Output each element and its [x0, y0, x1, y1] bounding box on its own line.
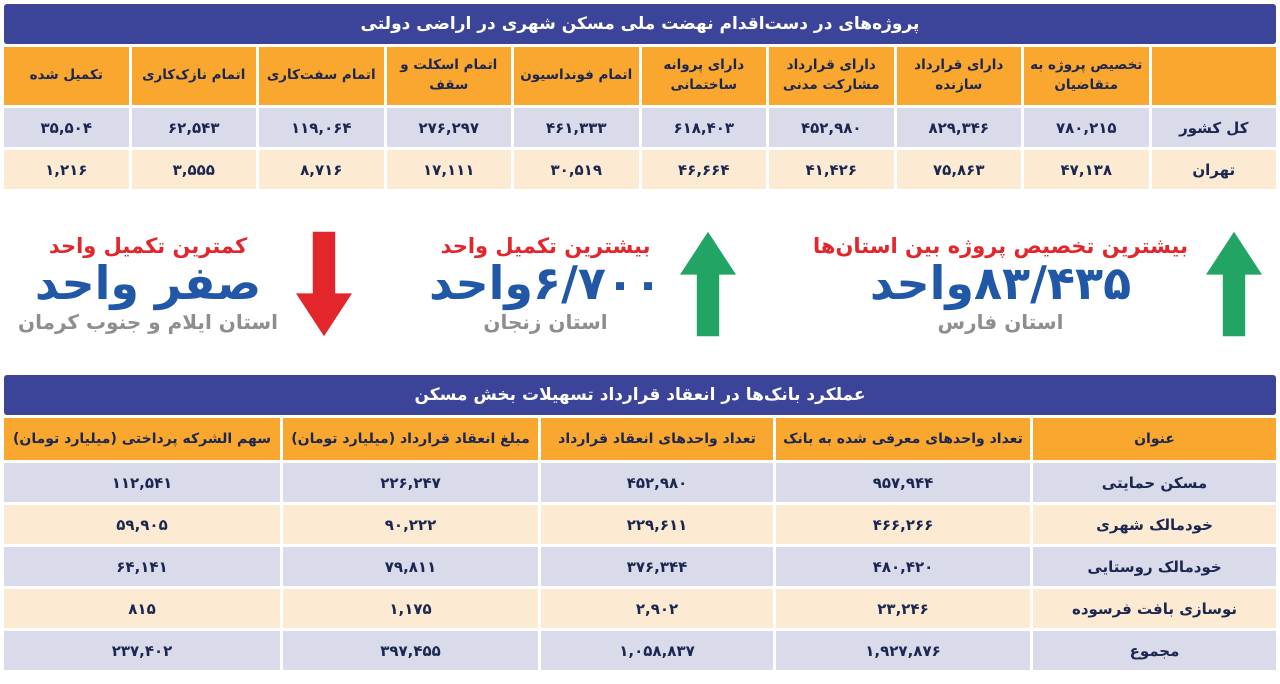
callout-value: ۸۳/۴۳۵واحد — [869, 256, 1132, 311]
t1-col-builder-contract: دارای قرارداد سازنده — [896, 47, 1021, 105]
callout-most-allocation: بیشترین تخصیص پروژه بین استان‌ها ۸۳/۴۳۵و… — [813, 229, 1262, 339]
t2-cell: ۹۰,۲۲۲ — [283, 505, 538, 544]
t1-col-allocated: تخصیص پروژه به متقاضیان — [1024, 47, 1149, 105]
callout-subtitle: استان فارس — [937, 309, 1064, 334]
t1-col-building-permit: دارای پروانه ساختمانی — [641, 47, 766, 105]
t1-cell: ۶۲,۵۴۳ — [131, 108, 256, 147]
banks-table-title: عملکرد بانک‌ها در انعقاد قرارداد تسهیلات… — [4, 375, 1276, 415]
row-label: خودمالک روستایی — [1033, 547, 1276, 586]
t2-cell: ۱,۱۷۵ — [283, 589, 538, 628]
t2-col-paid-share: سهم الشرکه پرداختی (میلیارد تومان) — [4, 418, 280, 460]
callout-subtitle: استان زنجان — [483, 309, 608, 334]
t2-row-worn-texture-renovation: نوسازی بافت فرسوده ۲۳,۲۴۶ ۲,۹۰۲ ۱,۱۷۵ ۸۱… — [4, 589, 1276, 628]
t1-cell: ۴۶,۶۶۴ — [641, 150, 766, 189]
t1-row-country: کل کشور ۷۸۰,۲۱۵ ۸۲۹,۳۴۶ ۴۵۲,۹۸۰ ۶۱۸,۴۰۳ … — [4, 108, 1276, 147]
callout-value: صفر واحد — [34, 256, 262, 311]
callout-least-completed: کمترین تکمیل واحد صفر واحد استان ایلام و… — [18, 229, 353, 339]
t2-cell: ۵۹,۹۰۵ — [4, 505, 280, 544]
t1-cell: ۱۱۹,۰۶۴ — [259, 108, 384, 147]
t2-row-urban-self-owner: خودمالک شهری ۴۶۶,۲۶۶ ۲۲۹,۶۱۱ ۹۰,۲۲۲ ۵۹,۹… — [4, 505, 1276, 544]
t2-cell: ۳۷۶,۳۴۴ — [541, 547, 773, 586]
t1-cell: ۴۷,۱۳۸ — [1024, 150, 1149, 189]
t1-cell: ۴۶۱,۳۳۳ — [514, 108, 639, 147]
row-label: مسکن حمایتی — [1033, 463, 1276, 502]
t2-cell: ۸۱۵ — [4, 589, 280, 628]
t2-cell: ۷۹,۸۱۱ — [283, 547, 538, 586]
t2-row-total: مجموع ۱,۹۲۷,۸۷۶ ۱,۰۵۸,۸۳۷ ۳۹۷,۴۵۵ ۲۳۷,۴۰… — [4, 631, 1276, 670]
t1-cell: ۱,۲۱۶ — [4, 150, 129, 189]
t2-cell: ۲۲۶,۲۴۷ — [283, 463, 538, 502]
callout-title: کمترین تکمیل واحد — [48, 234, 248, 259]
row-label: کل کشور — [1151, 108, 1276, 147]
t2-cell: ۴۶۶,۲۶۶ — [776, 505, 1030, 544]
t1-cell: ۴۵۲,۹۸۰ — [769, 108, 894, 147]
t2-col-contract-amount: مبلغ انعقاد قرارداد (میلیارد تومان) — [283, 418, 538, 460]
t1-cell: ۳۰,۵۱۹ — [514, 150, 639, 189]
t2-row-rural-self-owner: خودمالک روستایی ۴۸۰,۴۲۰ ۳۷۶,۳۴۴ ۷۹,۸۱۱ ۶… — [4, 547, 1276, 586]
projects-table-header-row: تخصیص پروژه به متقاضیان دارای قرارداد سا… — [4, 47, 1276, 105]
t1-cell: ۷۸۰,۲۱۵ — [1024, 108, 1149, 147]
t1-cell: ۸۲۹,۳۴۶ — [896, 108, 1021, 147]
t1-cell: ۴۱,۴۲۶ — [769, 150, 894, 189]
t2-cell: ۱,۹۲۷,۸۷۶ — [776, 631, 1030, 670]
t2-cell: ۴۵۲,۹۸۰ — [541, 463, 773, 502]
t1-cell: ۳۵,۵۰۴ — [4, 108, 129, 147]
callout-text: بیشترین تکمیل واحد ۶/۷۰۰واحد استان زنجان — [429, 234, 662, 334]
t1-cell: ۲۷۶,۲۹۷ — [386, 108, 511, 147]
projects-table: پروژه‌های در دست‌اقدام نهضت ملی مسکن شهر… — [4, 4, 1276, 189]
up-arrow-icon — [1206, 231, 1262, 337]
t1-col-rowlabel — [1151, 47, 1276, 105]
t2-cell: ۶۴,۱۴۱ — [4, 547, 280, 586]
row-label: مجموع — [1033, 631, 1276, 670]
row-label: تهران — [1151, 150, 1276, 189]
t2-cell: ۲۳,۲۴۶ — [776, 589, 1030, 628]
t2-col-intro-units: تعداد واحدهای معرفی شده به بانک — [776, 418, 1030, 460]
t2-cell: ۹۵۷,۹۴۴ — [776, 463, 1030, 502]
callout-subtitle: استان ایلام و جنوب کرمان — [18, 309, 279, 334]
banks-table-header-row: عنوان تعداد واحدهای معرفی شده به بانک تع… — [4, 418, 1276, 460]
t2-cell: ۱۱۲,۵۴۱ — [4, 463, 280, 502]
row-label: خودمالک شهری — [1033, 505, 1276, 544]
t2-cell: ۲,۹۰۲ — [541, 589, 773, 628]
callout-text: کمترین تکمیل واحد صفر واحد استان ایلام و… — [18, 234, 278, 334]
t2-col-title: عنوان — [1033, 418, 1276, 460]
t1-row-tehran: تهران ۴۷,۱۳۸ ۷۵,۸۶۳ ۴۱,۴۲۶ ۴۶,۶۶۴ ۳۰,۵۱۹… — [4, 150, 1276, 189]
callout-title: بیشترین تخصیص پروژه بین استان‌ها — [813, 234, 1188, 259]
t2-cell: ۳۹۷,۴۵۵ — [283, 631, 538, 670]
t2-cell: ۲۳۷,۴۰۲ — [4, 631, 280, 670]
down-arrow-icon — [296, 231, 353, 337]
t1-col-structural-work: اتمام سفت‌کاری — [259, 47, 384, 105]
t1-cell: ۷۵,۸۶۳ — [896, 150, 1021, 189]
callout-text: بیشترین تخصیص پروژه بین استان‌ها ۸۳/۴۳۵و… — [813, 234, 1188, 334]
highlight-callouts: بیشترین تخصیص پروژه بین استان‌ها ۸۳/۴۳۵و… — [18, 213, 1262, 355]
t1-col-civil-partnership: دارای قرارداد مشارکت مدنی — [769, 47, 894, 105]
t1-cell: ۸,۷۱۶ — [259, 150, 384, 189]
t1-cell: ۱۷,۱۱۱ — [386, 150, 511, 189]
t1-col-finishing-work: اتمام نازک‌کاری — [131, 47, 256, 105]
callout-most-completed: بیشترین تکمیل واحد ۶/۷۰۰واحد استان زنجان — [429, 229, 737, 339]
housing-infographic: پروژه‌های در دست‌اقدام نهضت ملی مسکن شهر… — [4, 4, 1276, 670]
t2-cell: ۲۲۹,۶۱۱ — [541, 505, 773, 544]
t1-col-foundation: اتمام فونداسیون — [514, 47, 639, 105]
t2-cell: ۴۸۰,۴۲۰ — [776, 547, 1030, 586]
t2-cell: ۱,۰۵۸,۸۳۷ — [541, 631, 773, 670]
t1-col-completed: تکمیل شده — [4, 47, 129, 105]
row-label: نوسازی بافت فرسوده — [1033, 589, 1276, 628]
t1-col-skeleton-roof: اتمام اسکلت و سقف — [386, 47, 511, 105]
up-arrow-icon — [680, 231, 737, 337]
callout-value: ۶/۷۰۰واحد — [428, 256, 663, 311]
t1-cell: ۳,۵۵۵ — [131, 150, 256, 189]
t2-row-supportive-housing: مسکن حمایتی ۹۵۷,۹۴۴ ۴۵۲,۹۸۰ ۲۲۶,۲۴۷ ۱۱۲,… — [4, 463, 1276, 502]
t2-col-contract-units: تعداد واحدهای انعقاد قرارداد — [541, 418, 773, 460]
projects-table-title: پروژه‌های در دست‌اقدام نهضت ملی مسکن شهر… — [4, 4, 1276, 44]
banks-table: عملکرد بانک‌ها در انعقاد قرارداد تسهیلات… — [4, 375, 1276, 670]
callout-title: بیشترین تکمیل واحد — [440, 234, 651, 259]
t1-cell: ۶۱۸,۴۰۳ — [641, 108, 766, 147]
